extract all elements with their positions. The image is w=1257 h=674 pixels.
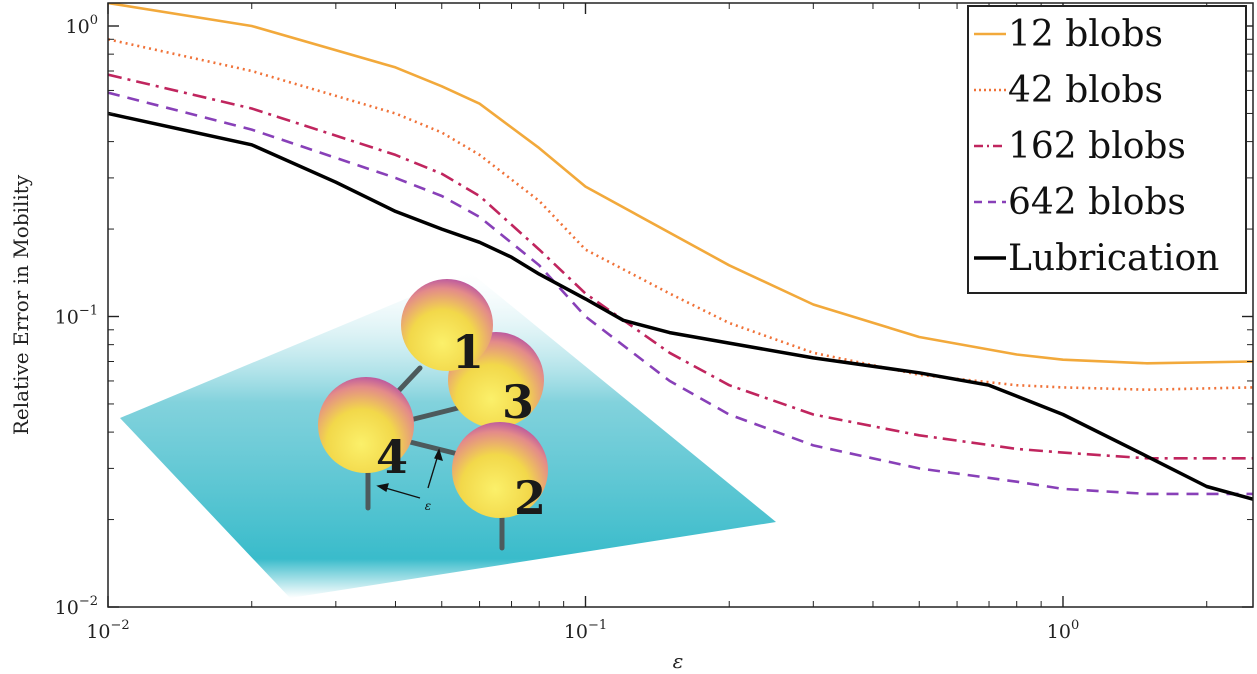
y-tick-label-2: 100 xyxy=(66,13,98,38)
ticks-layer: 10−2 10−1 100 10−2 10−1 100 xyxy=(55,3,1253,643)
x-tick-label-2: 100 xyxy=(1047,618,1079,643)
series-line-4 xyxy=(108,111,1253,501)
legend-label-4: Lubrication xyxy=(1008,238,1219,279)
y-axis-label: Relative Error in Mobility xyxy=(9,174,33,435)
y-tick-label-1: 10−1 xyxy=(55,304,98,329)
ball-label-4: 4 xyxy=(376,430,408,484)
ball-label-1: 1 xyxy=(452,325,484,379)
inset-illustration: 1 3 4 2 ε xyxy=(120,272,776,598)
inset-plane xyxy=(120,272,776,598)
plot-frame xyxy=(107,2,1254,608)
y-tick-label-0: 10−2 xyxy=(55,594,98,619)
ball-1 xyxy=(401,279,493,371)
series-line-0 xyxy=(108,3,1253,365)
legend: 12 blobs 42 blobs 162 blobs 642 blobs Lubric… xyxy=(967,5,1247,294)
epsilon-arrows xyxy=(376,448,443,499)
x-tick-label-1: 10−1 xyxy=(564,618,607,643)
legend-label-3: 642 blobs xyxy=(1008,182,1186,223)
series-layer xyxy=(108,3,1253,501)
ball-label-3: 3 xyxy=(502,375,534,429)
x-tick-label-0: 10−2 xyxy=(86,618,129,643)
legend-label-1: 42 blobs xyxy=(1008,70,1163,111)
x-axis-label: ε xyxy=(673,649,684,673)
epsilon-annotation: ε xyxy=(425,499,431,513)
series-line-1 xyxy=(108,38,1253,391)
series-line-3 xyxy=(108,91,1253,496)
series-line-2 xyxy=(108,73,1253,460)
legend-label-2: 162 blobs xyxy=(1008,126,1186,167)
legend-label-0: 12 blobs xyxy=(1008,14,1163,55)
ball-label-2: 2 xyxy=(514,471,546,525)
ball-4 xyxy=(318,377,414,473)
ball-2 xyxy=(452,422,548,518)
legend-box xyxy=(967,5,1247,294)
